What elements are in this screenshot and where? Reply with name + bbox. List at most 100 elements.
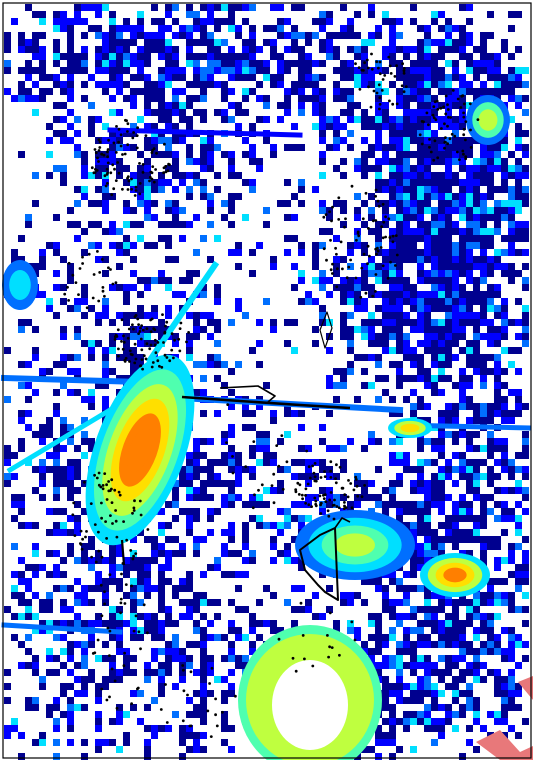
point-marker [155,151,158,155]
density-cell [186,354,193,361]
density-cell [375,361,382,368]
point-marker [333,498,336,502]
point-marker [134,189,138,192]
point-marker [386,276,390,280]
point-marker [130,702,134,706]
density-cell [515,662,522,669]
density-cell [32,543,39,550]
density-cell [410,67,417,74]
density-cell [305,599,312,606]
density-cell [319,284,326,291]
density-cell [487,60,494,67]
density-cell [438,550,445,557]
point-marker [94,151,98,155]
density-cell [158,662,165,669]
density-cell [494,683,501,690]
point-marker [337,218,341,221]
density-cell [221,4,228,11]
density-cell [375,60,382,67]
density-cell [480,410,487,417]
density-cell [403,235,410,242]
density-cell [459,312,466,319]
density-cell [123,333,130,340]
point-marker [161,313,164,316]
density-cell [116,641,123,648]
point-marker [119,133,123,137]
density-cell [319,438,326,445]
density-cell [494,634,501,641]
density-cell [144,242,151,249]
density-cell [340,256,347,263]
density-cell [396,60,403,67]
density-cell [158,151,165,158]
density-cell [431,11,438,18]
density-cell [396,221,403,228]
density-cell [515,501,522,508]
density-cell [158,53,165,60]
point-marker [341,267,344,271]
point-marker [364,191,368,195]
density-cell [480,172,487,179]
density-cell [221,361,228,368]
point-marker [364,291,368,295]
density-cell [67,494,74,501]
density-cell [494,249,501,256]
density-cell [515,396,522,403]
density-cell [522,438,529,445]
density-cell [438,88,445,95]
point-marker [231,455,234,458]
density-cell [263,459,270,466]
density-cell [53,410,60,417]
density-cell [473,522,480,529]
density-cell [263,522,270,529]
density-cell [67,550,74,557]
point-marker [387,55,391,59]
density-cell [291,284,298,291]
density-cell [382,718,389,725]
point-marker [350,506,354,510]
density-cell [200,179,207,186]
density-cell [18,732,25,739]
density-cell [74,368,81,375]
density-cell [60,130,67,137]
density-cell [81,585,88,592]
density-cell [522,67,529,74]
density-cell [235,627,242,634]
density-cell [473,746,480,753]
density-cell [151,4,158,11]
density-cell [207,690,214,697]
density-cell [298,179,305,186]
point-marker [110,487,113,491]
density-cell [53,753,60,760]
density-cell [452,431,459,438]
density-cell [179,585,186,592]
density-cell [74,676,81,683]
density-cell [277,522,284,529]
density-cell [207,662,214,669]
density-cell [473,74,480,81]
density-cell [95,116,102,123]
density-cell [480,256,487,263]
density-cell [508,417,515,424]
density-cell [144,74,151,81]
density-cell [88,242,95,249]
density-cell [200,536,207,543]
density-cell [515,11,522,18]
density-cell [396,207,403,214]
density-cell [431,354,438,361]
density-cell [459,249,466,256]
density-cell [249,158,256,165]
density-cell [221,480,228,487]
density-cell [473,403,480,410]
density-cell [109,543,116,550]
density-cell [200,291,207,298]
density-cell [186,81,193,88]
density-cell [88,403,95,410]
density-cell [109,228,116,235]
density-cell [53,697,60,704]
point-marker [122,340,126,344]
density-cell [354,298,361,305]
density-cell [270,620,277,627]
density-cell [466,375,473,382]
